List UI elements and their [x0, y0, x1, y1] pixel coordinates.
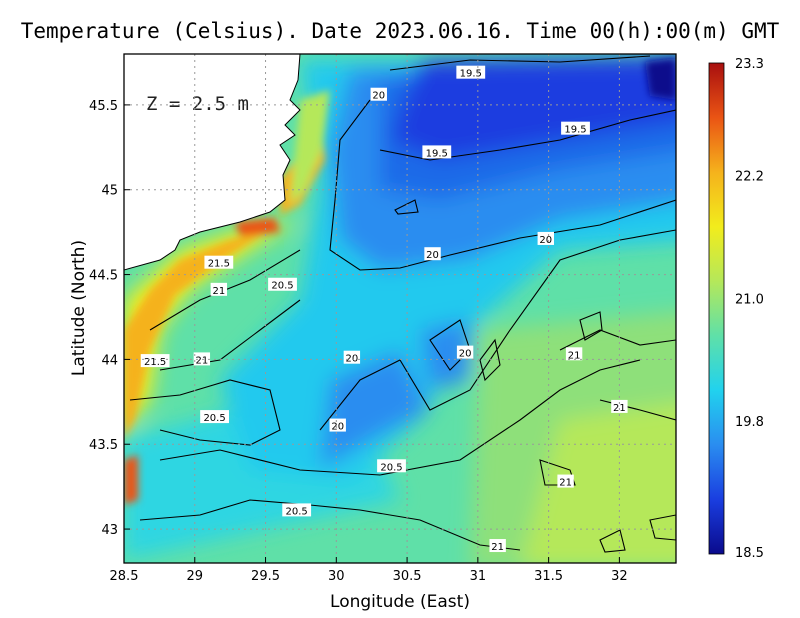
colorbar-tick-label: 19.8: [735, 415, 764, 430]
contour-label-bg: [456, 65, 486, 79]
contour-label: 20: [459, 349, 472, 360]
contour-label-bg: [565, 347, 583, 361]
plot-frame: [123, 53, 677, 564]
contour-label-bg: [422, 145, 452, 159]
contour-label-bg: [343, 350, 361, 364]
contour-label: 21: [212, 286, 225, 297]
contour-label-bg: [537, 231, 554, 245]
contour-label: 20: [331, 422, 344, 433]
contour-label: 20: [346, 354, 359, 365]
y-axis-label: Latitude (North): [69, 240, 89, 376]
contour-label: 21: [491, 542, 504, 553]
contour-label: 21.5: [208, 259, 230, 270]
y-tick-label: 44.5: [89, 269, 118, 284]
contour-label-bg: [140, 354, 170, 368]
contour-label-bg: [193, 352, 211, 366]
x-tick-label: 30: [328, 569, 345, 584]
contour-label-bg: [200, 410, 229, 424]
x-tick-label: 31.5: [534, 569, 563, 584]
y-tick-label: 45: [101, 184, 118, 199]
x-axis-label: Longitude (East): [330, 592, 470, 612]
contour-label: 21: [568, 350, 581, 361]
contour-label-bg: [557, 474, 574, 488]
temperature-field: 19.5 19.5 19.5 20 20 20 20 20 20 21.5 21 20.5 21.5 21…: [124, 54, 676, 563]
contour-label-bg: [370, 87, 387, 101]
contour-label-bg: [210, 282, 228, 296]
contour-label: 21: [559, 478, 572, 489]
contour-label-bg: [329, 418, 346, 432]
contour-label-bg: [377, 459, 406, 473]
contour-label-bg: [456, 345, 474, 359]
colorbar-ticks: 23.3 22.2 21.0 19.8 18.5: [735, 57, 764, 561]
x-tick-label: 29: [186, 569, 203, 584]
y-tick-label: 45.5: [89, 99, 118, 114]
colorbar-tick-label: 22.2: [735, 170, 764, 185]
contour-label-bg: [204, 255, 234, 269]
contour-label-bg: [561, 121, 590, 135]
depth-annotation: Z = 2.5 m: [146, 93, 249, 115]
y-axis: 43 43.5 44 44.5 45 45.5: [89, 99, 130, 538]
colorbar-tick-label: 23.3: [735, 57, 764, 72]
contour-label: 20: [426, 250, 439, 261]
contour-label: 19.5: [460, 69, 482, 80]
grid-lines: [124, 54, 676, 563]
contour-label: 20: [372, 91, 385, 102]
x-tick-label: 31: [470, 569, 487, 584]
contour-label: 19.5: [564, 125, 586, 136]
contour-label: 21: [195, 355, 208, 366]
x-axis: 28.5 29 29.5 30 30.5 31 31.5 32: [110, 557, 628, 584]
contour-label-bg: [282, 503, 312, 517]
chart-title: Temperature (Celsius). Date 2023.06.16. …: [21, 19, 780, 43]
contour-label-bg: [424, 247, 441, 261]
x-tick-label: 29.5: [251, 569, 280, 584]
y-tick-label: 44: [101, 353, 118, 368]
contour-label-bg: [489, 539, 506, 553]
colorbar: [708, 62, 725, 555]
contour-label: 21.5: [144, 357, 166, 368]
colorbar-tick-label: 21.0: [735, 292, 764, 307]
y-tick-label: 43.5: [89, 438, 118, 453]
contour-label: 20.5: [380, 462, 402, 473]
contour-label-bg: [268, 277, 297, 291]
contour-label: 20.5: [203, 413, 225, 424]
contour-label: 20.5: [271, 281, 293, 292]
x-tick-label: 32: [611, 569, 628, 584]
x-tick-label: 30.5: [393, 569, 422, 584]
contour-label: 20: [539, 235, 552, 246]
contour-label: 20.5: [286, 506, 308, 517]
y-tick-label: 43: [101, 523, 118, 538]
contour-label: 19.5: [426, 148, 448, 159]
x-tick-label: 28.5: [110, 569, 139, 584]
colorbar-tick-label: 18.5: [735, 546, 764, 561]
contour-label-bg: [611, 399, 628, 413]
